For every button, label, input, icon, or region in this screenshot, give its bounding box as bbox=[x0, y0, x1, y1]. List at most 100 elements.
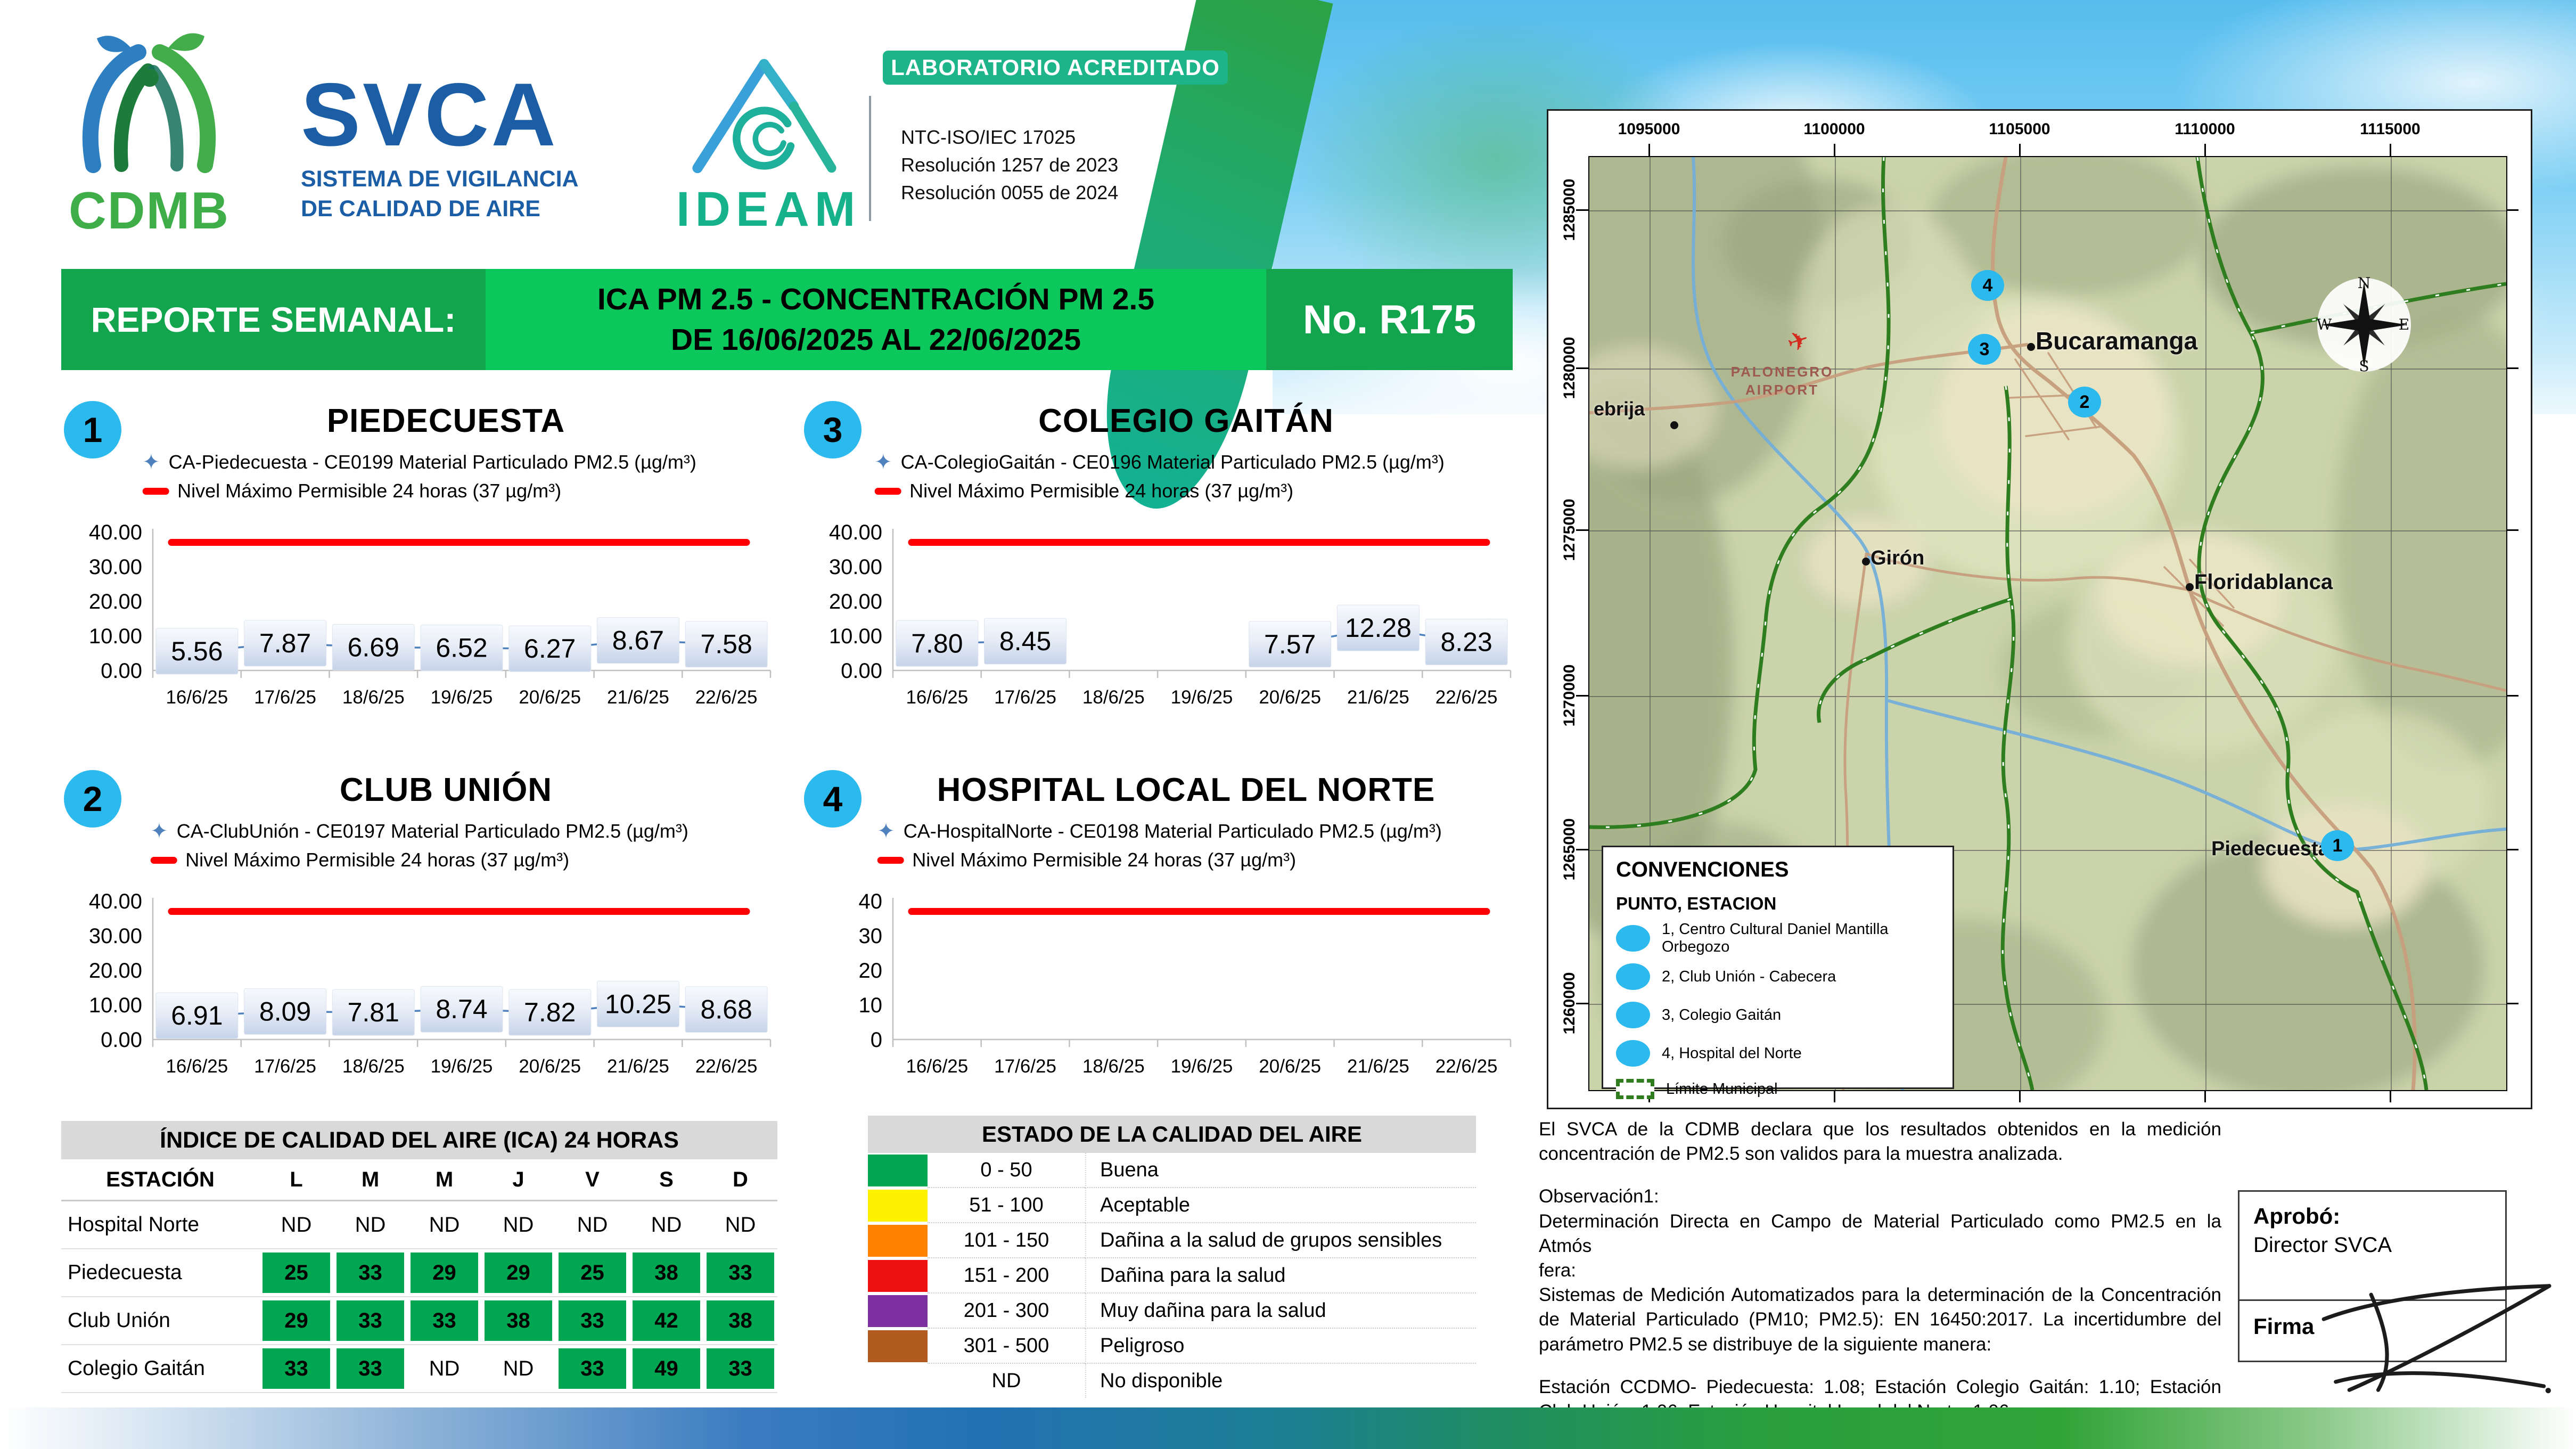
ideam-wordmark: IDEAM bbox=[676, 182, 861, 236]
series-marker-icon bbox=[142, 452, 160, 473]
ica-value-pill: 38 bbox=[633, 1252, 700, 1293]
station-point-icon bbox=[1616, 925, 1650, 952]
svg-text:N: N bbox=[2358, 274, 2371, 292]
legend-series-label: CA-Piedecuesta - CE0199 Material Particu… bbox=[168, 451, 696, 473]
svg-text:19/6/25: 19/6/25 bbox=[1171, 1056, 1233, 1077]
svg-text:18/6/25: 18/6/25 bbox=[1082, 1056, 1145, 1077]
legend-series-label: CA-HospitalNorte - CE0198 Material Parti… bbox=[903, 820, 1442, 842]
ica-value-cell: ND bbox=[333, 1201, 407, 1249]
ica-value-cell: 33 bbox=[703, 1345, 777, 1393]
ica-value-pill: 33 bbox=[559, 1348, 626, 1389]
map-tick bbox=[1576, 1003, 1588, 1004]
ica-header-5: V bbox=[555, 1159, 629, 1201]
chart-title: HOSPITAL LOCAL DEL NORTE bbox=[937, 772, 1435, 808]
svg-text:8.23: 8.23 bbox=[1440, 627, 1492, 657]
cdmb-wordmark: CDMB bbox=[69, 181, 229, 240]
svg-text:21/6/25: 21/6/25 bbox=[1347, 1056, 1409, 1077]
series-marker-icon bbox=[877, 821, 895, 842]
svca-wordmark: SVCA bbox=[301, 64, 558, 165]
svg-text:E: E bbox=[2399, 316, 2409, 333]
ica-value-pill: 33 bbox=[337, 1300, 404, 1341]
legend-series-label: CA-ClubUnión - CE0197 Material Particula… bbox=[176, 820, 688, 842]
svg-text:5.56: 5.56 bbox=[171, 636, 223, 666]
svg-text:7.82: 7.82 bbox=[524, 997, 576, 1027]
ica-value-cell: ND bbox=[555, 1201, 629, 1249]
ica-value-pill: 33 bbox=[337, 1252, 404, 1293]
ica-station-name: Hospital Norte bbox=[61, 1201, 259, 1249]
map-legend-item-label: 4, Hospital del Norte bbox=[1662, 1044, 1802, 1062]
estado-color-cell bbox=[868, 1258, 928, 1292]
svg-text:22/6/25: 22/6/25 bbox=[695, 1056, 758, 1077]
airport-label: PALONEGRO AIRPORT bbox=[1730, 364, 1834, 398]
chart-plot: 0 10 20 30 40 16/6/25 17/6/25 18/6/25 19/6/25 20/… bbox=[859, 890, 1512, 1077]
cdmb-logo: CDMB bbox=[61, 27, 237, 240]
series-marker-icon bbox=[874, 452, 892, 473]
station-chart-piedecuesta: 1 PIEDECUESTA CA-Piedecuesta - CE0199 Mate… bbox=[61, 397, 777, 730]
map-legend-subtitle: PUNTO, ESTACION bbox=[1616, 894, 1777, 913]
ica-header-2: M bbox=[333, 1159, 407, 1201]
estado-color-swatch bbox=[868, 1225, 928, 1257]
chart-legend: CA-Piedecuesta - CE0199 Material Particu… bbox=[142, 451, 696, 502]
ica-header-1: L bbox=[259, 1159, 333, 1201]
svg-text:20: 20 bbox=[859, 959, 883, 983]
svg-text:6.27: 6.27 bbox=[524, 634, 576, 664]
svg-text:20/6/25: 20/6/25 bbox=[519, 1056, 581, 1077]
estado-color-swatch bbox=[868, 1330, 928, 1362]
map-tick bbox=[1576, 367, 1588, 369]
ica-value-cell: 29 bbox=[259, 1297, 333, 1345]
svg-text:40.00: 40.00 bbox=[89, 890, 142, 913]
ica-value-cell: 29 bbox=[407, 1249, 481, 1297]
ica-value-cell: 25 bbox=[259, 1249, 333, 1297]
svg-text:20/6/25: 20/6/25 bbox=[519, 687, 581, 708]
estado-range: 201 - 300 bbox=[928, 1294, 1085, 1329]
city-dot bbox=[2027, 343, 2035, 351]
declaration-text: El SVCA de la CDMB declara que los resul… bbox=[1539, 1119, 2221, 1165]
ica-value-pill: 29 bbox=[411, 1252, 478, 1293]
city-label-ebrija: ebrija bbox=[1594, 398, 1645, 420]
ica-value-cell: 38 bbox=[629, 1249, 703, 1297]
ica-table-title: ÍNDICE DE CALIDAD DEL AIRE (ICA) 24 HORA… bbox=[61, 1121, 777, 1159]
limit-marker-icon bbox=[874, 487, 901, 495]
ica-value-cell: 33 bbox=[555, 1297, 629, 1345]
ica-value-pill: 38 bbox=[485, 1300, 552, 1341]
map-tick bbox=[1576, 849, 1588, 850]
svg-text:8.68: 8.68 bbox=[700, 995, 752, 1025]
ica-value-cell: 33 bbox=[259, 1345, 333, 1393]
estado-color-swatch bbox=[868, 1190, 928, 1222]
estado-label: Peligroso bbox=[1085, 1329, 1476, 1364]
map-tick bbox=[1648, 144, 1650, 156]
map-x-coordinate: 1115000 bbox=[2360, 120, 2421, 138]
map-tick bbox=[2506, 695, 2518, 697]
ica-value-pill: 33 bbox=[262, 1348, 330, 1389]
estado-color-cell bbox=[868, 1294, 928, 1328]
map-tick bbox=[2204, 144, 2206, 156]
cdmb-logo-icon bbox=[82, 33, 216, 173]
ica-value-cell: ND bbox=[481, 1201, 555, 1249]
ica-value-cell: 49 bbox=[629, 1345, 703, 1393]
legend-series-row: CA-ClubUnión - CE0197 Material Particula… bbox=[150, 820, 688, 842]
legend-limit-row: Nivel Máximo Permisible 24 horas (37 µg/… bbox=[874, 480, 1293, 502]
signature-label: Firma bbox=[2253, 1314, 2315, 1339]
legend-limit-row: Nivel Máximo Permisible 24 horas (37 µg/… bbox=[142, 480, 561, 502]
chart-title: CLUB UNIÓN bbox=[339, 772, 553, 808]
svg-text:22/6/25: 22/6/25 bbox=[695, 687, 758, 708]
station-point-icon bbox=[1616, 1002, 1650, 1028]
estado-range: 0 - 50 bbox=[928, 1153, 1085, 1188]
ica-value-pill: 33 bbox=[707, 1348, 774, 1389]
ica-value-cell: 25 bbox=[555, 1249, 629, 1297]
legend-series-label: CA-ColegioGaitán - CE0196 Material Parti… bbox=[900, 451, 1445, 473]
ica-value-cell: ND bbox=[407, 1201, 481, 1249]
ica-value-pill: 33 bbox=[411, 1300, 478, 1341]
ica-value-cell: 33 bbox=[703, 1249, 777, 1297]
svg-text:0.00: 0.00 bbox=[841, 659, 882, 683]
station-marker-2: 2 bbox=[2068, 387, 2101, 417]
map-legend-item-label: 1, Centro Cultural Daniel Mantilla Orbeg… bbox=[1662, 921, 1889, 955]
svg-text:17/6/25: 17/6/25 bbox=[254, 687, 316, 708]
svg-text:0: 0 bbox=[871, 1028, 882, 1052]
map-tick bbox=[1834, 144, 1835, 156]
ica-value-cell: 33 bbox=[333, 1297, 407, 1345]
ica-header-4: J bbox=[481, 1159, 555, 1201]
estado-range: ND bbox=[991, 1369, 1021, 1392]
svg-text:20.00: 20.00 bbox=[829, 590, 882, 613]
ica-value-pill: 42 bbox=[633, 1300, 700, 1341]
